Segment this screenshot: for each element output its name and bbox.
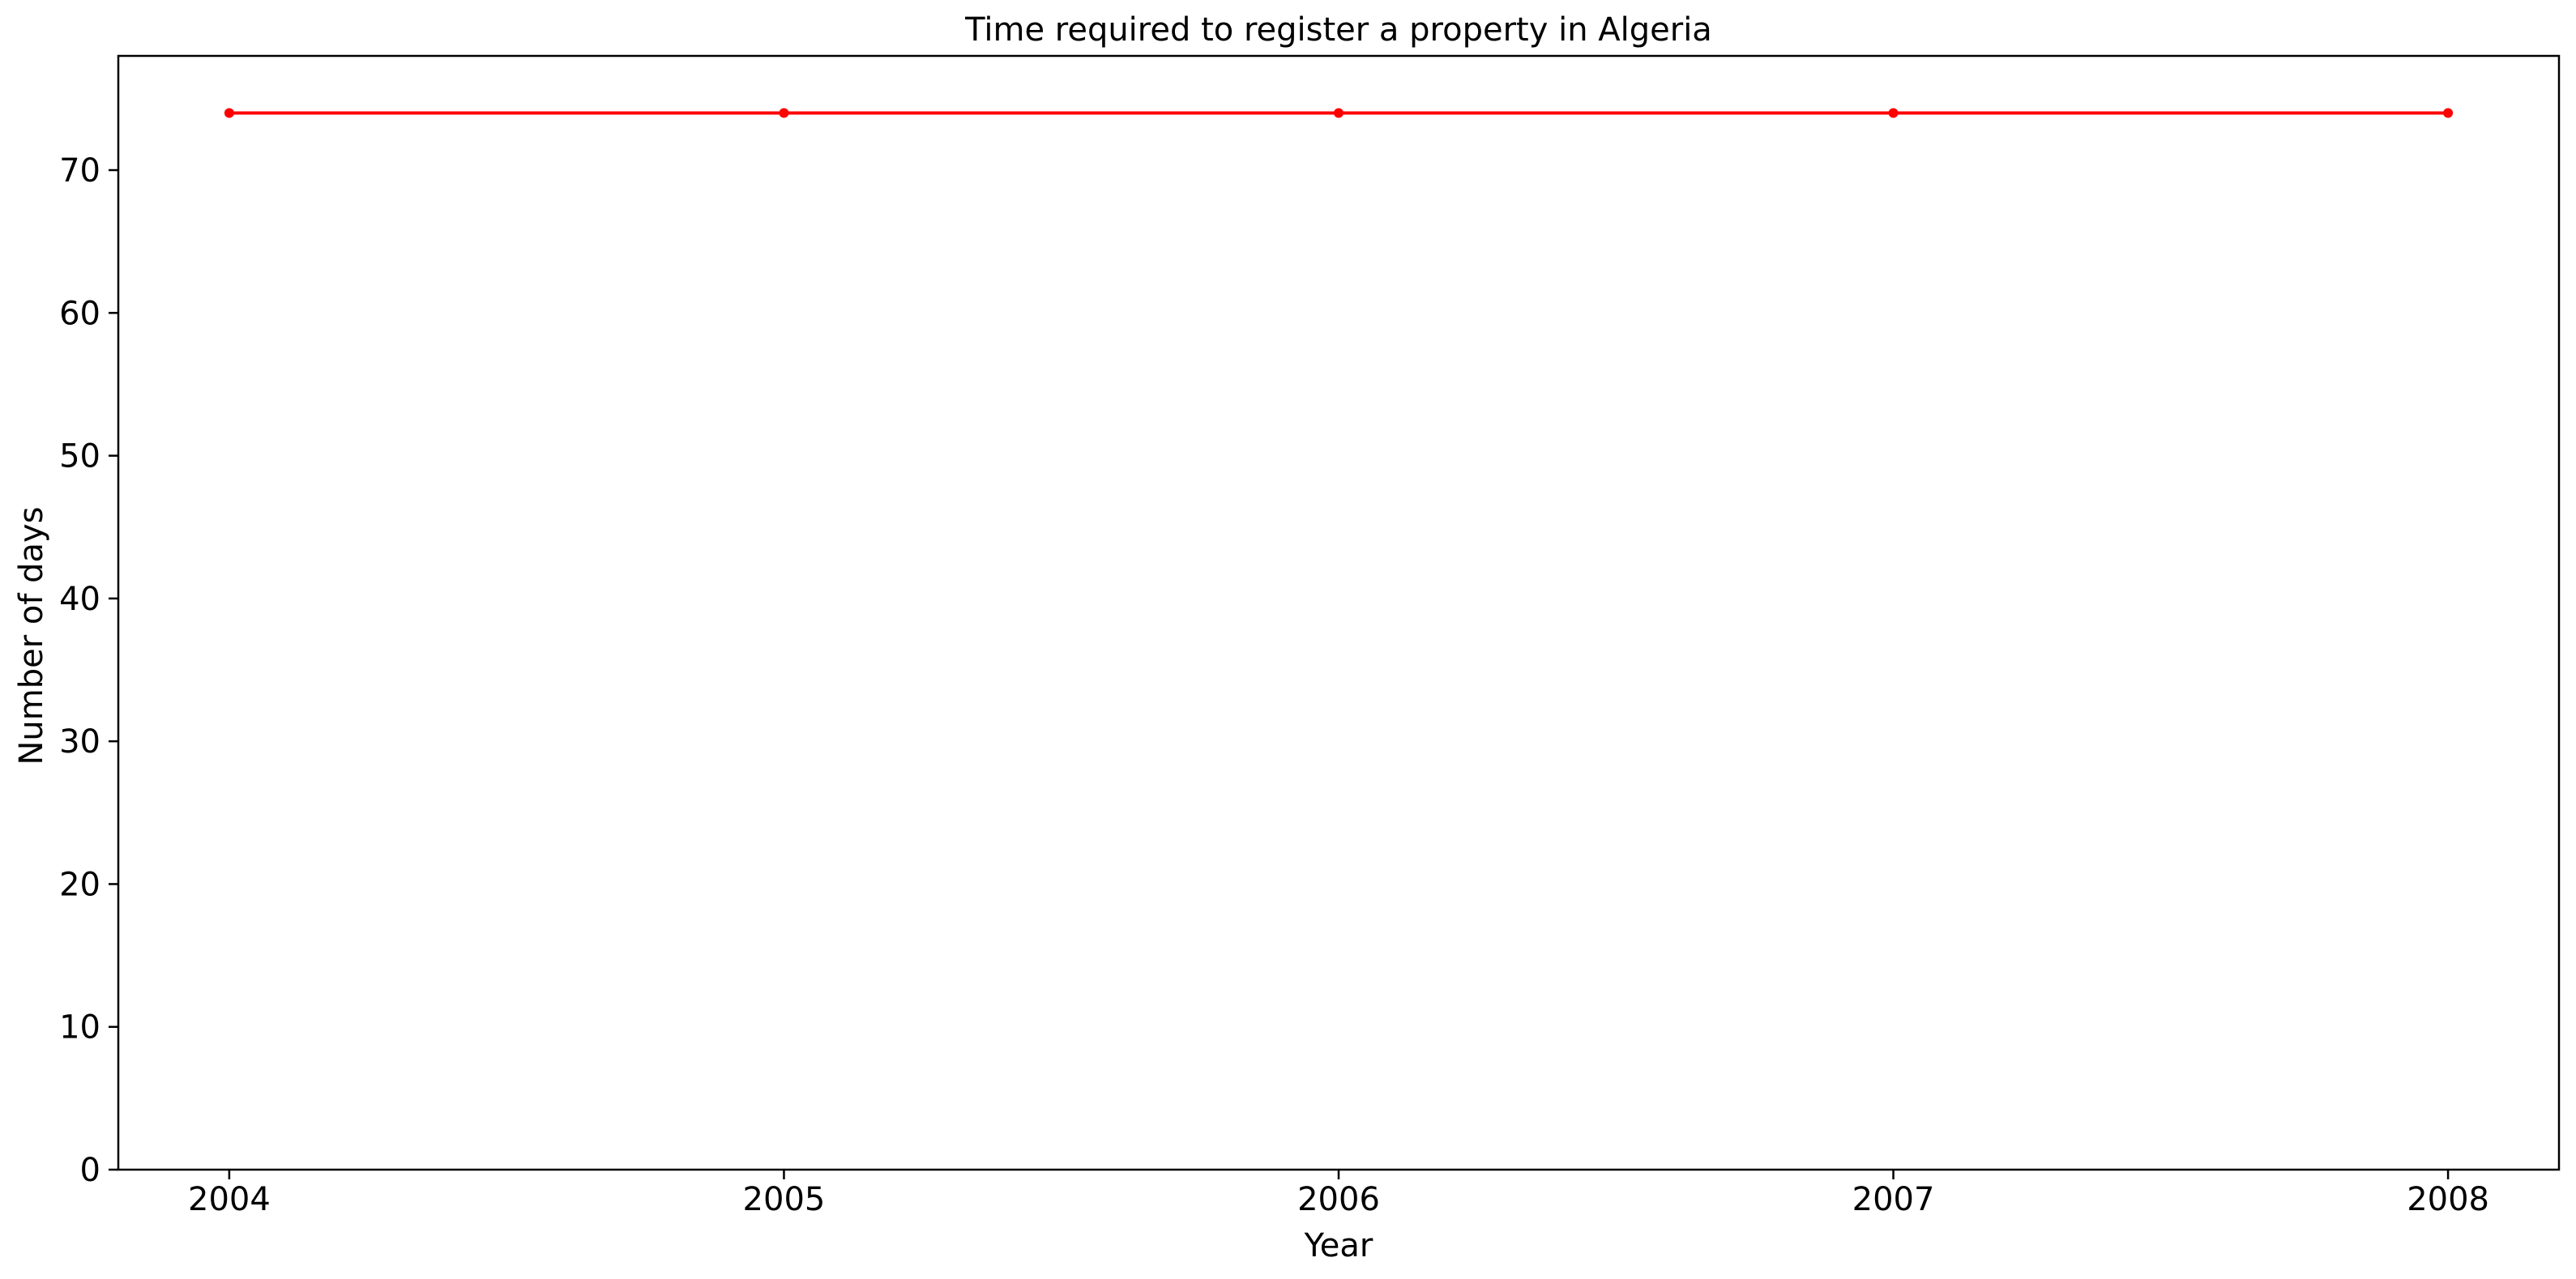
y-tick-label: 10 (59, 1009, 100, 1047)
series-layer (224, 108, 2454, 118)
x-tick-label: 2008 (2407, 1181, 2489, 1218)
data-point (2443, 108, 2454, 118)
y-tick-label: 70 (59, 152, 100, 190)
y-axis-title: Number of days (13, 506, 50, 765)
chart-title: Time required to register a property in … (964, 11, 1712, 49)
y-tick-label: 40 (59, 581, 100, 618)
y-tick-label: 60 (59, 295, 100, 332)
data-point (224, 108, 234, 118)
y-tick-label: 20 (59, 866, 100, 903)
data-point (1888, 108, 1899, 118)
x-axis-ticks: 2004 2005 2006 2007 2008 (188, 1170, 2489, 1218)
data-point (779, 108, 789, 118)
y-tick-label: 50 (59, 438, 100, 475)
x-tick-label: 2005 (743, 1181, 826, 1218)
x-tick-label: 2004 (188, 1181, 271, 1218)
y-tick-label: 30 (59, 723, 100, 761)
y-axis-ticks: 0 10 20 30 40 50 60 70 (59, 152, 118, 1189)
x-tick-label: 2007 (1852, 1181, 1935, 1218)
x-axis-title: Year (1304, 1227, 1373, 1264)
data-point (1334, 108, 1344, 118)
x-tick-label: 2006 (1297, 1181, 1380, 1218)
y-tick-label: 0 (80, 1152, 100, 1189)
plot-frame (117, 54, 2561, 1171)
